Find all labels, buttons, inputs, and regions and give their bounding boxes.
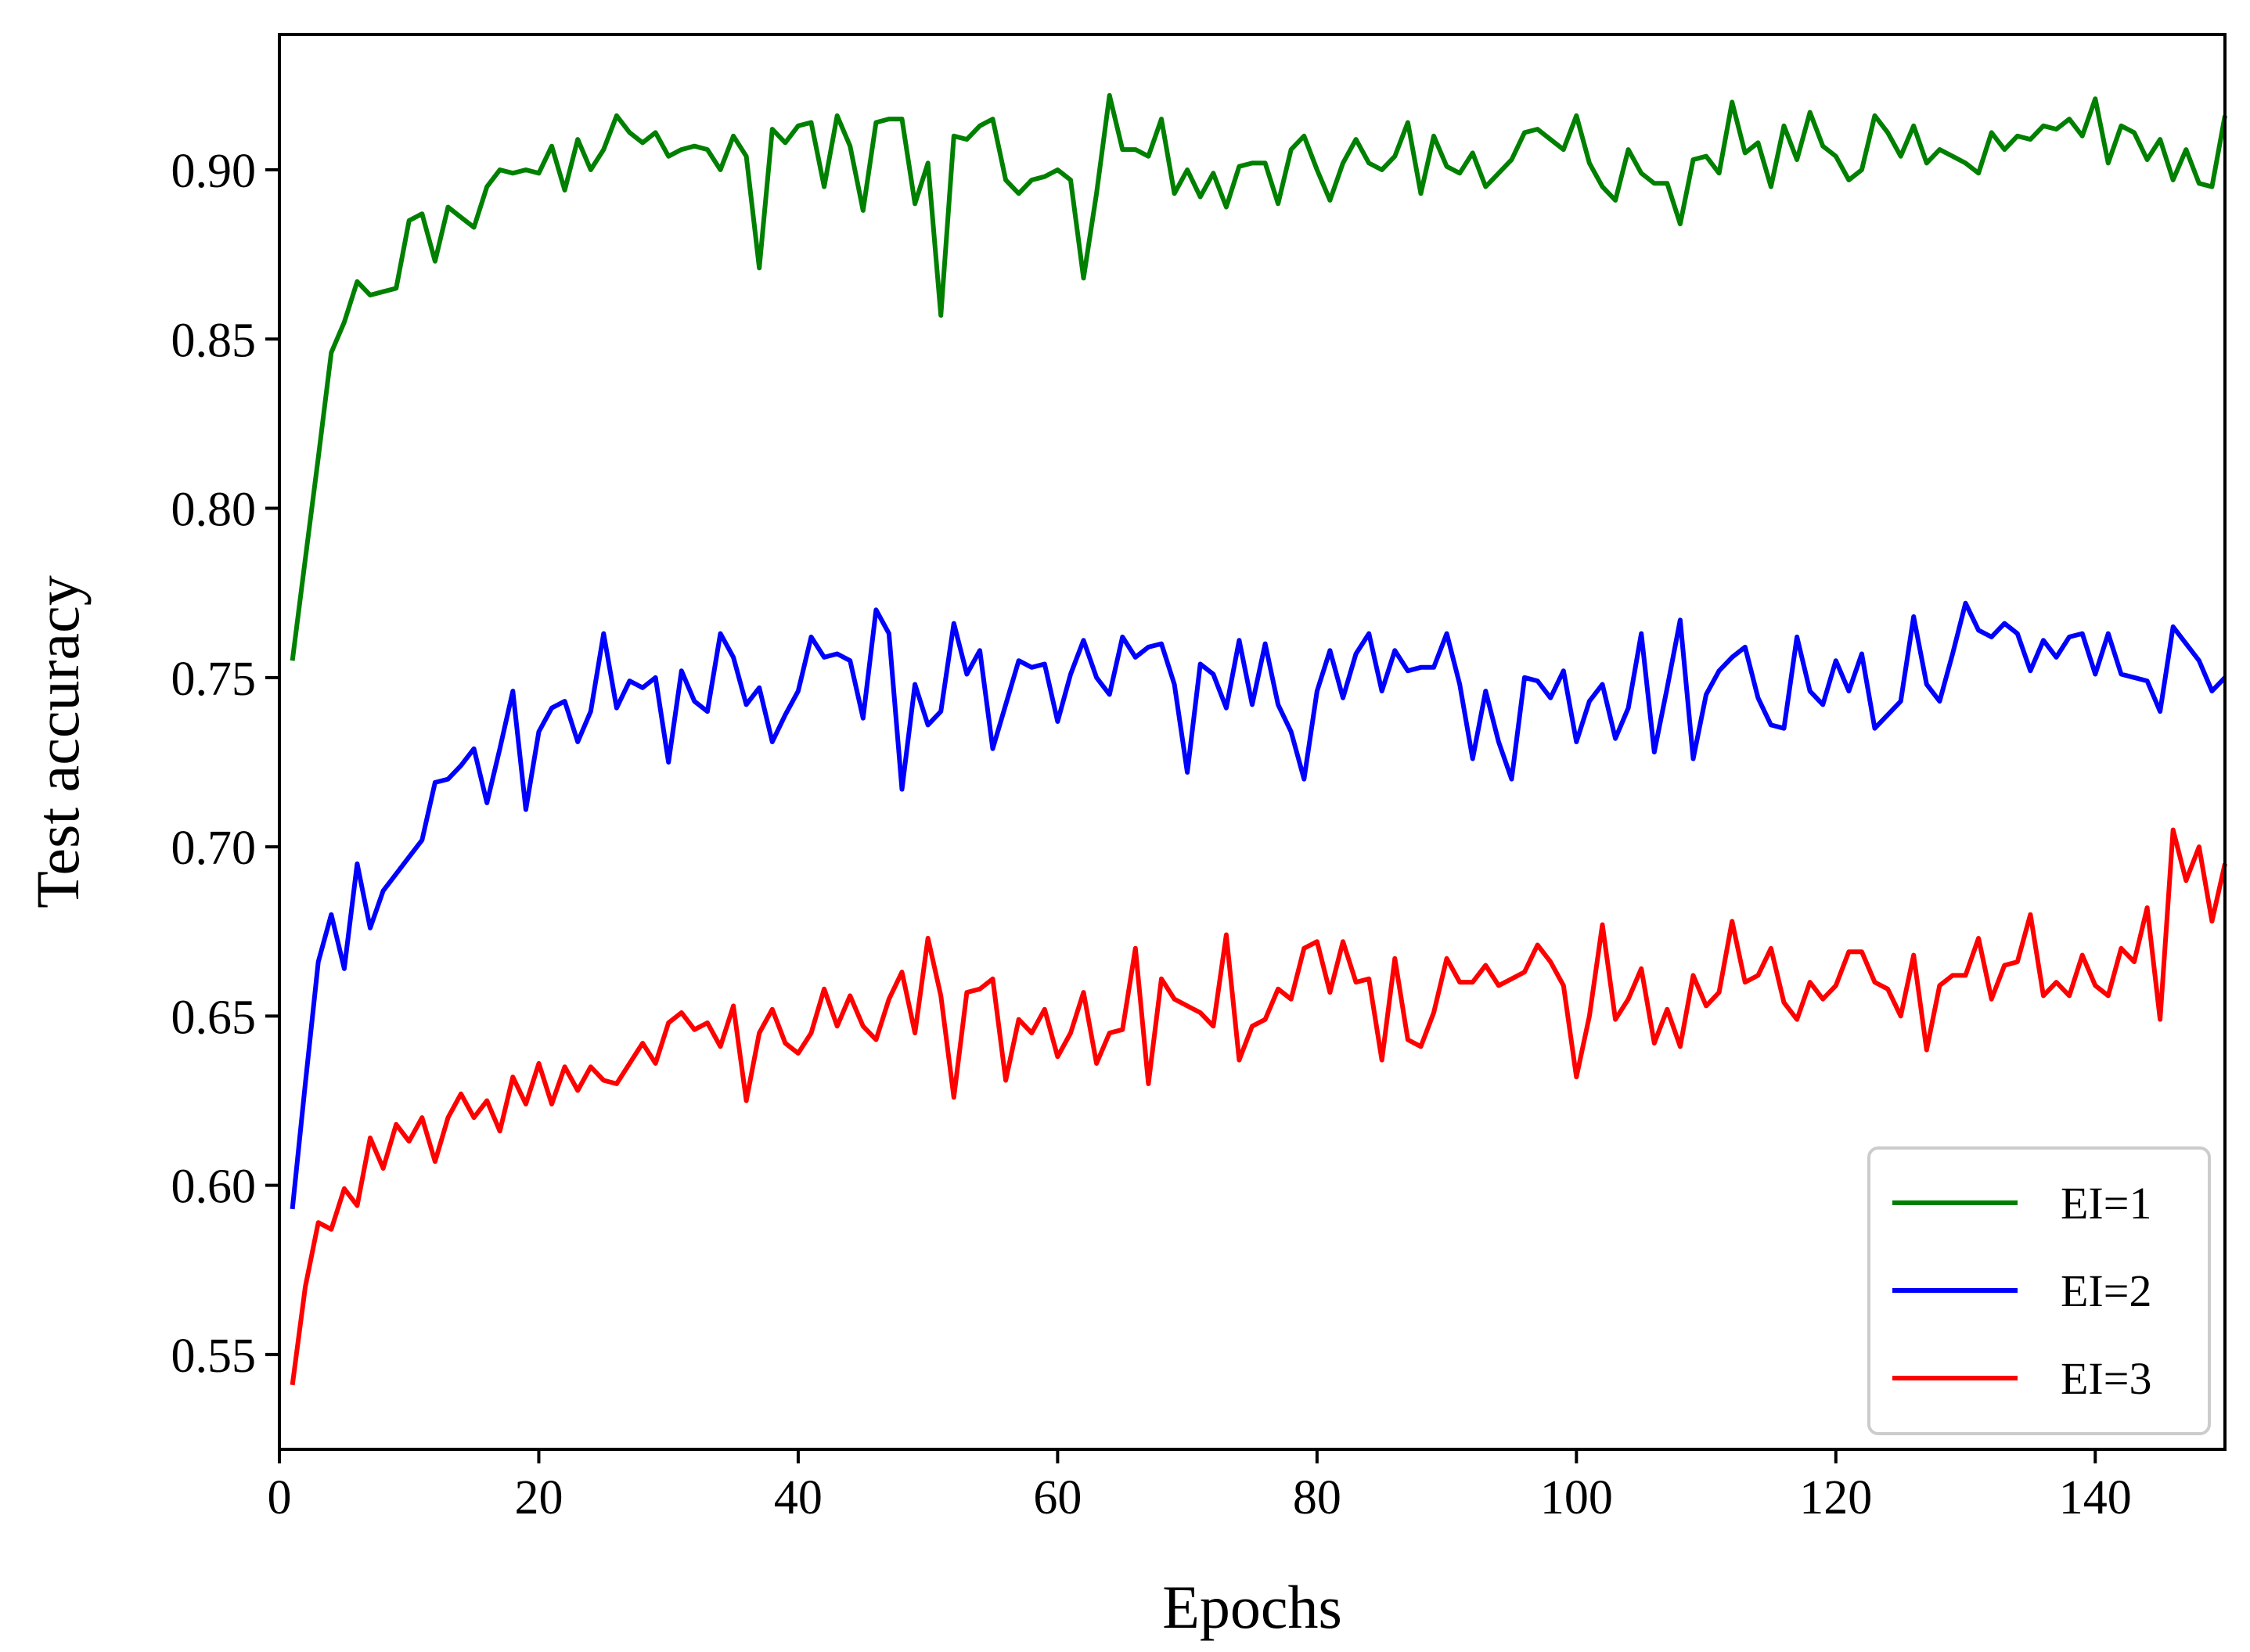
x-tick-label: 20 — [514, 1471, 563, 1524]
y-tick-label: 0.80 — [171, 484, 257, 537]
y-axis-ticks: 0.55 0.60 0.65 0.70 0.75 0.80 0.85 0.90 — [171, 145, 279, 1383]
x-axis-ticks: 0 20 40 60 80 100 120 140 — [268, 1449, 2132, 1524]
y-tick-label: 0.65 — [171, 991, 257, 1044]
series-line-ei-1 — [290, 92, 2227, 661]
x-tick-label: 40 — [774, 1471, 823, 1524]
y-tick-label: 0.60 — [171, 1161, 257, 1214]
x-axis-title: Epochs — [1162, 1573, 1342, 1641]
series-line-ei-2 — [290, 600, 2227, 1210]
legend: EI=1 EI=2 EI=3 — [1867, 1146, 2211, 1435]
x-tick-label: 140 — [2059, 1471, 2132, 1524]
legend-label: EI=3 — [2061, 1353, 2151, 1404]
y-tick-label: 0.75 — [171, 653, 257, 706]
legend-label: EI=1 — [2061, 1178, 2151, 1229]
x-tick-label: 60 — [1033, 1471, 1082, 1524]
legend-label: EI=2 — [2061, 1265, 2151, 1316]
legend-box — [1867, 1146, 2211, 1435]
y-axis-title: Test accuracy — [23, 575, 92, 908]
series-line-ei-3 — [290, 827, 2227, 1386]
y-tick-label: 0.90 — [171, 145, 257, 198]
y-tick-label: 0.85 — [171, 314, 257, 367]
y-tick-label: 0.55 — [171, 1330, 257, 1383]
series-lines — [290, 92, 2227, 1386]
y-tick-label: 0.70 — [171, 822, 257, 875]
plot-frame — [278, 33, 2227, 1451]
x-tick-label: 100 — [1540, 1471, 1613, 1524]
x-tick-label: 80 — [1293, 1471, 1341, 1524]
x-tick-label: 120 — [1799, 1471, 1872, 1524]
x-tick-label: 0 — [268, 1471, 292, 1524]
